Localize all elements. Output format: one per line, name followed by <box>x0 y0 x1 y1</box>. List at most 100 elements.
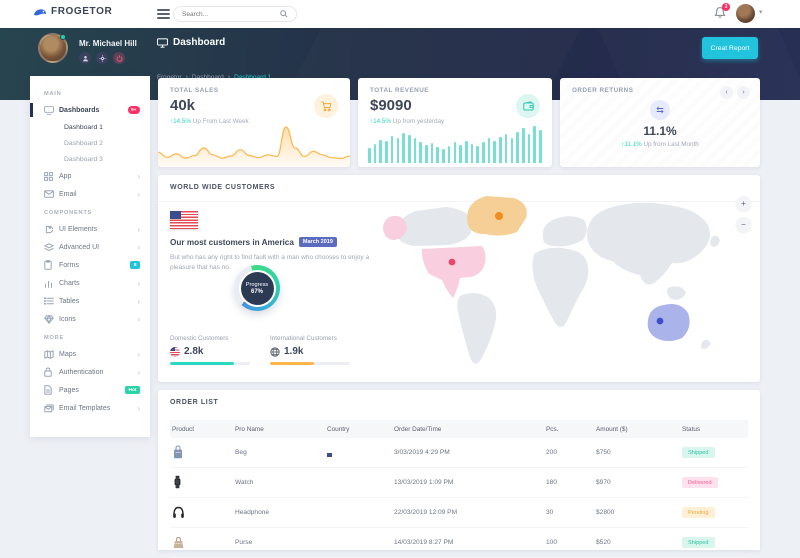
headphone-product-icon <box>173 506 184 518</box>
card-delta: ↑14.5% Up From Last Week <box>170 118 249 125</box>
table-header-row: Product Pro Name Country Order Date/Time… <box>170 420 748 438</box>
sidebar-item-maps[interactable]: Maps › <box>30 345 150 363</box>
table-row[interactable]: Watch 13/03/2019 1:09 PM 180 $970 Delive… <box>170 468 748 498</box>
order-pcs: 180 <box>546 479 558 486</box>
order-amount: $750 <box>596 449 611 456</box>
sidebar-item-dashboards[interactable]: Dashboards 9+ <box>30 101 150 119</box>
sidebar-item-label: Email <box>59 190 77 198</box>
usa-flag <box>170 211 198 229</box>
globe-icon <box>270 346 280 357</box>
sidebar-item-email[interactable]: Email › <box>30 185 150 203</box>
status-badge: Shipped <box>682 447 715 458</box>
sidebar-item-tables[interactable]: Tables › <box>30 292 150 310</box>
order-pcs: 30 <box>546 509 554 516</box>
create-report-button[interactable]: Creat Report <box>702 37 758 59</box>
sidebar-item-label: Advanced UI <box>59 243 100 251</box>
table-row[interactable]: Headphone 22/03/2019 12:09 PM 30 $2800 P… <box>170 498 748 528</box>
order-pcs: 100 <box>546 539 558 546</box>
layers-icon <box>44 242 59 252</box>
power-icon <box>116 54 122 62</box>
profile-avatar[interactable] <box>38 33 68 63</box>
chevron-right-icon: › <box>137 349 140 359</box>
prev-button[interactable]: ‹ <box>720 86 733 99</box>
card-delta: ↑11.1% Up from Last Month <box>621 141 699 148</box>
revenue-bar <box>521 127 525 163</box>
sidebar-item-dashboard-3[interactable]: Dashboard 3 <box>64 155 103 163</box>
sidebar-item-dashboard-1[interactable]: Dashboard 1 <box>64 123 103 131</box>
sidebar-item-charts[interactable]: Charts › <box>30 274 150 292</box>
domestic-progress-bar <box>170 362 250 365</box>
user-avatar[interactable] <box>736 4 755 23</box>
watch-product-icon <box>174 475 181 488</box>
sidebar-item-label: Icons <box>59 315 76 323</box>
revenue-bar <box>402 133 405 163</box>
revenue-bar <box>487 138 491 163</box>
revenue-bar <box>396 138 400 163</box>
sidebar-item-dashboard-2[interactable]: Dashboard 2 <box>64 139 103 147</box>
search-icon[interactable] <box>280 10 288 18</box>
sidebar-item-label: Dashboards <box>59 106 100 114</box>
sidebar-nav: MAIN Dashboards 9+ Dashboard 1 Dashboard… <box>30 76 150 437</box>
revenue-bar <box>516 131 519 163</box>
sidebar-item-label: Email Templates <box>59 404 111 412</box>
revenue-bar <box>482 142 485 163</box>
logout-button[interactable] <box>113 52 125 64</box>
sidebar-item-app[interactable]: App › <box>30 167 150 185</box>
clipboard-icon <box>44 260 59 270</box>
sidebar-item-email-templates[interactable]: Email Templates › <box>30 399 150 417</box>
domestic-customers-stat: Domestic Customers 2.8k <box>170 335 262 365</box>
sidebar-item-authentication[interactable]: Authentication › <box>30 363 150 381</box>
sales-area-chart <box>158 126 350 167</box>
search-input[interactable] <box>182 10 280 18</box>
revenue-bar <box>436 147 440 163</box>
sidebar-section-label: MAIN <box>44 91 62 97</box>
sidebar-item-pages[interactable]: Pages Hot <box>30 381 150 399</box>
international-progress-bar <box>270 362 350 365</box>
next-button[interactable]: › <box>737 86 750 99</box>
breadcrumb: Frogetor › Dashboard › Dashboard 1 <box>157 74 271 81</box>
order-amount: $2800 <box>596 509 615 516</box>
customers-headline: Our most customers in America <box>170 237 294 247</box>
map-zoom-in-button[interactable]: + <box>736 196 751 211</box>
gear-icon <box>98 54 106 62</box>
chevron-down-icon[interactable]: ▾ <box>759 9 763 16</box>
sidebar-item-icons[interactable]: Icons › <box>30 310 150 328</box>
card-value: 11.1% <box>643 124 677 138</box>
list-icon <box>44 297 59 305</box>
chevron-right-icon: › <box>137 189 140 199</box>
sidebar-item-forms[interactable]: Forms 8 <box>30 256 150 274</box>
count-badge: 9+ <box>127 106 140 114</box>
cart-icon-circle <box>314 94 338 118</box>
top-navbar: FROGETOR 3 ▾ <box>0 0 800 28</box>
menu-toggle-icon[interactable] <box>157 9 170 21</box>
revenue-bar <box>385 141 388 163</box>
product-name: Watch <box>235 479 254 486</box>
breadcrumb-item[interactable]: Dashboard <box>192 74 224 81</box>
card-delta: ↑14.5% Up from yesterday <box>370 118 445 125</box>
revenue-bar <box>379 139 382 163</box>
table-row[interactable]: Beg 3/03/2019 4:29 PM 200 $750 Shipped <box>170 438 748 468</box>
panel-title: WORLD WIDE CUSTOMERS <box>170 184 276 191</box>
world-map[interactable] <box>368 191 750 375</box>
search-box[interactable] <box>173 6 297 22</box>
brand-logo[interactable]: FROGETOR <box>33 6 112 17</box>
breadcrumb-item[interactable]: Frogetor <box>157 74 182 81</box>
chevron-right-icon: › <box>137 278 140 288</box>
progress-value: 67% <box>250 288 263 295</box>
profile-button[interactable] <box>79 52 91 64</box>
map-zoom-out-button[interactable]: − <box>736 217 751 232</box>
sidebar-item-label: UI Elements <box>59 225 98 233</box>
sidebar-item-label: Tables <box>59 297 80 305</box>
card-value: 40k <box>170 97 196 114</box>
sidebar-item-advanced-ui[interactable]: Advanced UI › <box>30 238 150 256</box>
revenue-bar <box>459 144 462 163</box>
notifications-button[interactable]: 3 <box>714 3 730 22</box>
settings-button[interactable] <box>96 52 108 64</box>
map-icon <box>44 349 59 359</box>
chevron-right-icon: › <box>137 367 140 377</box>
count-badge: 8 <box>130 261 140 269</box>
card-label: TOTAL REVENUE <box>370 87 429 94</box>
total-sales-card: TOTAL SALES 40k ↑14.5% Up From Last Week <box>158 78 350 167</box>
sidebar-item-ui-elements[interactable]: UI Elements › <box>30 220 150 238</box>
progress-label: Progress <box>245 281 269 288</box>
